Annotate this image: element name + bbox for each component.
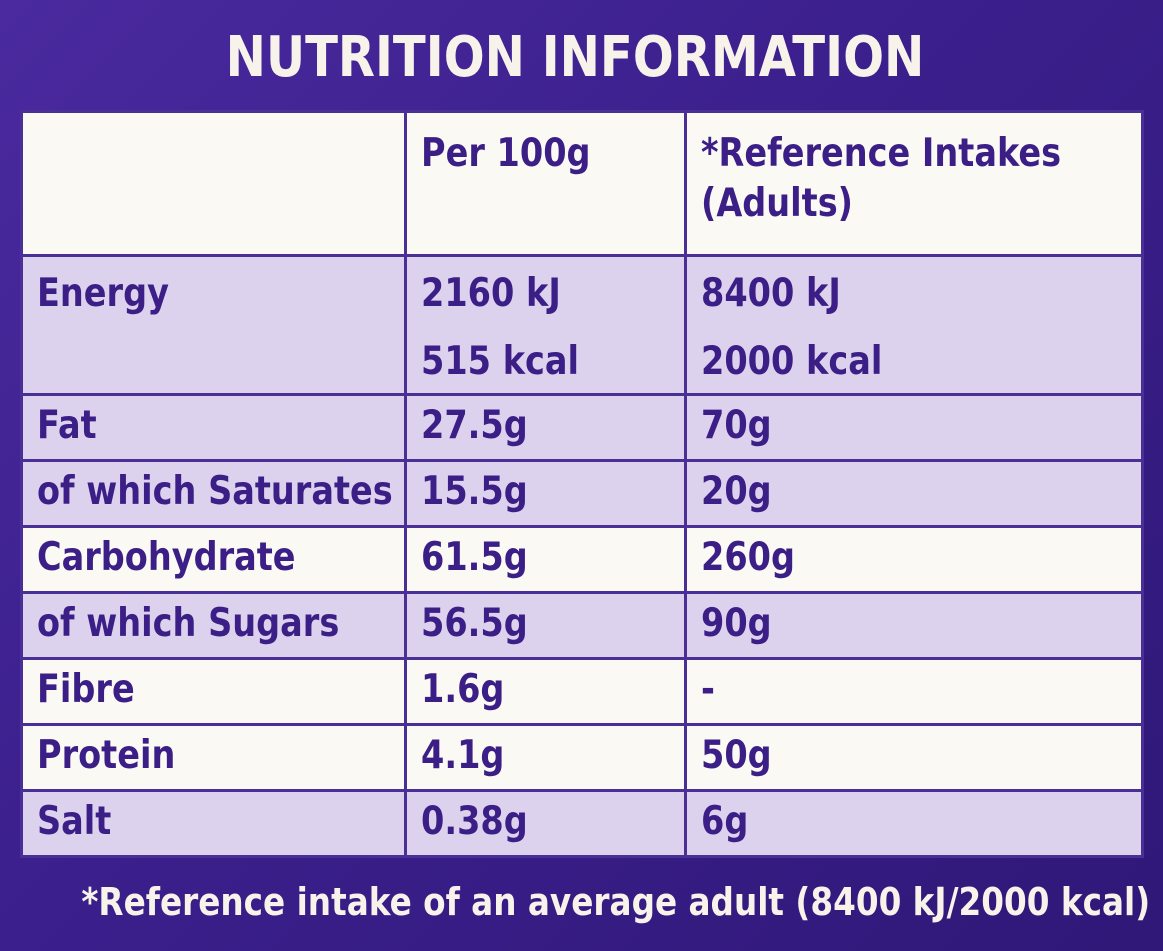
header-per-100g: Per 100g <box>404 110 687 257</box>
reference-value: 90g <box>701 601 772 646</box>
per-100g-value: 15.5g <box>421 469 528 514</box>
per-100g-value-kj: 2160 kJ <box>421 271 561 316</box>
reference-cell: 8400 kJ 2000 kcal <box>684 254 1144 396</box>
table-row-energy: Energy 2160 kJ 515 kcal 8400 kJ 2000 kca… <box>20 254 1144 396</box>
reference-cell: 90g <box>684 591 1144 660</box>
reference-value: 20g <box>701 469 772 514</box>
row-name: Salt <box>37 799 112 844</box>
per-100g-cell: 27.5g <box>404 393 687 462</box>
header-reference-line1: *Reference Intakes <box>701 131 1062 176</box>
per-100g-cell: 15.5g <box>404 459 687 528</box>
header-reference-intakes: *Reference Intakes (Adults) <box>684 110 1144 257</box>
nutrition-title: NUTRITION INFORMATION <box>225 25 925 90</box>
per-100g-value-kcal: 515 kcal <box>421 339 580 384</box>
table-row-fat: Fat 27.5g 70g <box>20 393 1144 462</box>
row-name-cell: Energy <box>20 254 407 396</box>
header-per-100g-label: Per 100g <box>421 131 591 176</box>
row-name: of which Saturates <box>37 469 393 514</box>
table-row-protein: Protein 4.1g 50g <box>20 723 1144 792</box>
per-100g-cell: 1.6g <box>404 657 687 726</box>
row-name: of which Sugars <box>37 601 340 646</box>
reference-value: - <box>701 667 715 712</box>
reference-value: 260g <box>701 535 796 580</box>
table-row-sugars: of which Sugars 56.5g 90g <box>20 591 1144 660</box>
row-name: Fibre <box>37 667 135 712</box>
row-name-cell: of which Saturates <box>20 459 407 528</box>
header-empty-cell <box>20 110 407 257</box>
reference-cell: 6g <box>684 789 1144 858</box>
table-row-carbohydrate: Carbohydrate 61.5g 260g <box>20 525 1144 594</box>
reference-value-kj: 8400 kJ <box>701 271 841 316</box>
row-name-cell: Carbohydrate <box>20 525 407 594</box>
per-100g-cell: 2160 kJ 515 kcal <box>404 254 687 396</box>
per-100g-value: 4.1g <box>421 733 505 778</box>
nutrition-table: Per 100g *Reference Intakes (Adults) Ene… <box>20 110 1144 858</box>
reference-value-kcal: 2000 kcal <box>701 339 883 384</box>
reference-cell: 260g <box>684 525 1144 594</box>
row-name-cell: Fat <box>20 393 407 462</box>
per-100g-value: 1.6g <box>421 667 505 712</box>
reference-intake-footnote: *Reference intake of an average adult (8… <box>81 880 1151 924</box>
table-row-fibre: Fibre 1.6g - <box>20 657 1144 726</box>
row-name: Fat <box>37 403 97 448</box>
per-100g-cell: 56.5g <box>404 591 687 660</box>
reference-value: 50g <box>701 733 772 778</box>
row-name: Energy <box>37 271 169 316</box>
header-reference-line2: (Adults) <box>701 181 854 226</box>
table-header-row: Per 100g *Reference Intakes (Adults) <box>20 110 1144 257</box>
table-row-salt: Salt 0.38g 6g <box>20 789 1144 858</box>
row-name-cell: of which Sugars <box>20 591 407 660</box>
per-100g-value: 0.38g <box>421 799 528 844</box>
row-name: Carbohydrate <box>37 535 296 580</box>
row-name-cell: Salt <box>20 789 407 858</box>
row-name-cell: Fibre <box>20 657 407 726</box>
per-100g-cell: 4.1g <box>404 723 687 792</box>
reference-cell: 70g <box>684 393 1144 462</box>
reference-cell: 20g <box>684 459 1144 528</box>
reference-cell: - <box>684 657 1144 726</box>
row-name: Protein <box>37 733 176 778</box>
reference-value: 70g <box>701 403 772 448</box>
row-name-cell: Protein <box>20 723 407 792</box>
per-100g-cell: 61.5g <box>404 525 687 594</box>
per-100g-value: 61.5g <box>421 535 528 580</box>
per-100g-value: 27.5g <box>421 403 528 448</box>
per-100g-cell: 0.38g <box>404 789 687 858</box>
table-row-saturates: of which Saturates 15.5g 20g <box>20 459 1144 528</box>
nutrition-table-container: Per 100g *Reference Intakes (Adults) Ene… <box>20 110 1144 858</box>
reference-value: 6g <box>701 799 749 844</box>
per-100g-value: 56.5g <box>421 601 528 646</box>
reference-cell: 50g <box>684 723 1144 792</box>
